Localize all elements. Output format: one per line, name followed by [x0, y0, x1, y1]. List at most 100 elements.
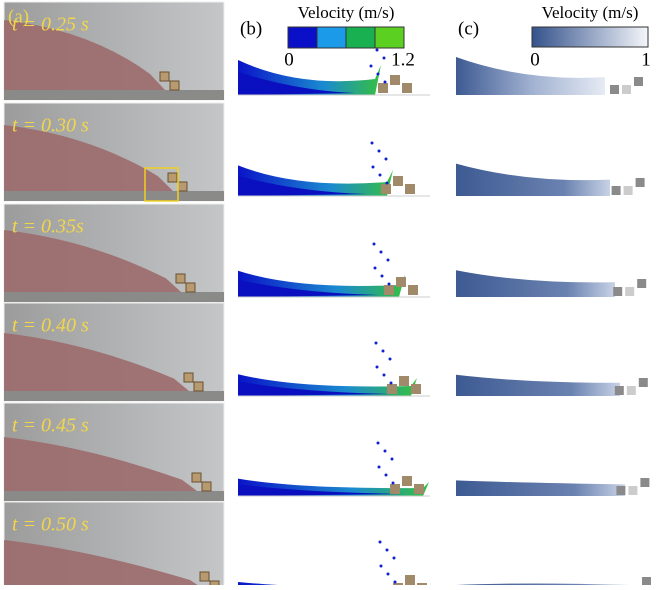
colorbar [532, 27, 648, 47]
simulation-c [456, 480, 625, 496]
particle [376, 366, 379, 369]
particle [394, 581, 397, 584]
block [610, 85, 619, 94]
particle [371, 142, 374, 145]
colorbar-max: 1.2 [391, 49, 415, 70]
block [194, 382, 203, 391]
block [202, 482, 211, 491]
block [390, 75, 400, 85]
block [387, 384, 397, 394]
block [624, 186, 633, 195]
panel-label: (b) [240, 18, 262, 39]
particle [384, 450, 387, 453]
colorbar-max: 1 [641, 49, 651, 70]
particle [376, 49, 379, 52]
block [192, 473, 201, 482]
colorbar-title: Velocity (m/s) [298, 3, 395, 22]
block [399, 376, 409, 386]
block [168, 173, 177, 182]
time-label: t = 0.45 s [12, 415, 89, 437]
particle [373, 243, 376, 246]
block [396, 277, 406, 287]
particle [381, 275, 384, 278]
block [378, 83, 388, 93]
colorbar-segment [288, 27, 317, 48]
time-label: t = 0.50 s [12, 514, 89, 536]
particle [385, 474, 388, 477]
particle [391, 458, 394, 461]
block [384, 285, 394, 295]
particle [375, 342, 378, 345]
block [625, 287, 634, 296]
block [612, 186, 621, 195]
particle [390, 382, 393, 385]
block [408, 285, 418, 295]
floor [4, 292, 224, 302]
block [637, 279, 646, 288]
particle [374, 267, 377, 270]
particle [384, 81, 387, 84]
block [628, 486, 637, 495]
simulation-c [456, 164, 610, 196]
colorbar-min: 0 [530, 49, 540, 70]
block [411, 384, 421, 394]
particle [378, 466, 381, 469]
particle [380, 251, 383, 254]
block [402, 476, 412, 486]
particle [387, 259, 390, 262]
figure: t = 0.25 st = 0.30 st = 0.35st = 0.40 st… [0, 0, 656, 585]
block [613, 287, 622, 296]
floor [4, 491, 224, 501]
colorbar-segment [317, 27, 346, 48]
simulation-c [456, 375, 620, 396]
particle [383, 374, 386, 377]
particle [383, 57, 386, 60]
block [402, 83, 412, 93]
block [184, 373, 193, 382]
block [160, 72, 169, 81]
block [186, 283, 195, 292]
particle [386, 182, 389, 185]
colorbar-segment [375, 27, 404, 48]
block [640, 478, 649, 487]
block [627, 386, 636, 395]
block [176, 274, 185, 283]
colorbar-segment [346, 27, 375, 48]
block [634, 77, 643, 86]
simulation-c [456, 270, 615, 297]
block [414, 484, 424, 494]
floor [4, 191, 224, 201]
time-label: t = 0.40 s [12, 315, 89, 337]
particle [380, 565, 383, 568]
block [405, 184, 415, 194]
floor [4, 391, 224, 401]
particle [389, 358, 392, 361]
particle [388, 283, 391, 286]
particle [370, 65, 373, 68]
colorbar-title: Velocity (m/s) [542, 3, 639, 22]
block [622, 85, 631, 94]
time-label: t = 0.35s [12, 216, 84, 238]
particle [377, 73, 380, 76]
particle [393, 557, 396, 560]
block [210, 581, 219, 585]
particle [379, 541, 382, 544]
particle [385, 158, 388, 161]
floor [4, 90, 224, 100]
block [405, 575, 415, 585]
block [390, 484, 400, 494]
block [642, 577, 651, 585]
particle [379, 174, 382, 177]
particle [372, 166, 375, 169]
colorbar-min: 0 [284, 49, 294, 70]
block [381, 184, 391, 194]
particle [378, 150, 381, 153]
particle [382, 350, 385, 353]
block [393, 176, 403, 186]
time-label: t = 0.30 s [12, 115, 89, 137]
panel-label: (a) [8, 6, 29, 27]
block [616, 486, 625, 495]
block [639, 378, 648, 387]
block [178, 182, 187, 191]
